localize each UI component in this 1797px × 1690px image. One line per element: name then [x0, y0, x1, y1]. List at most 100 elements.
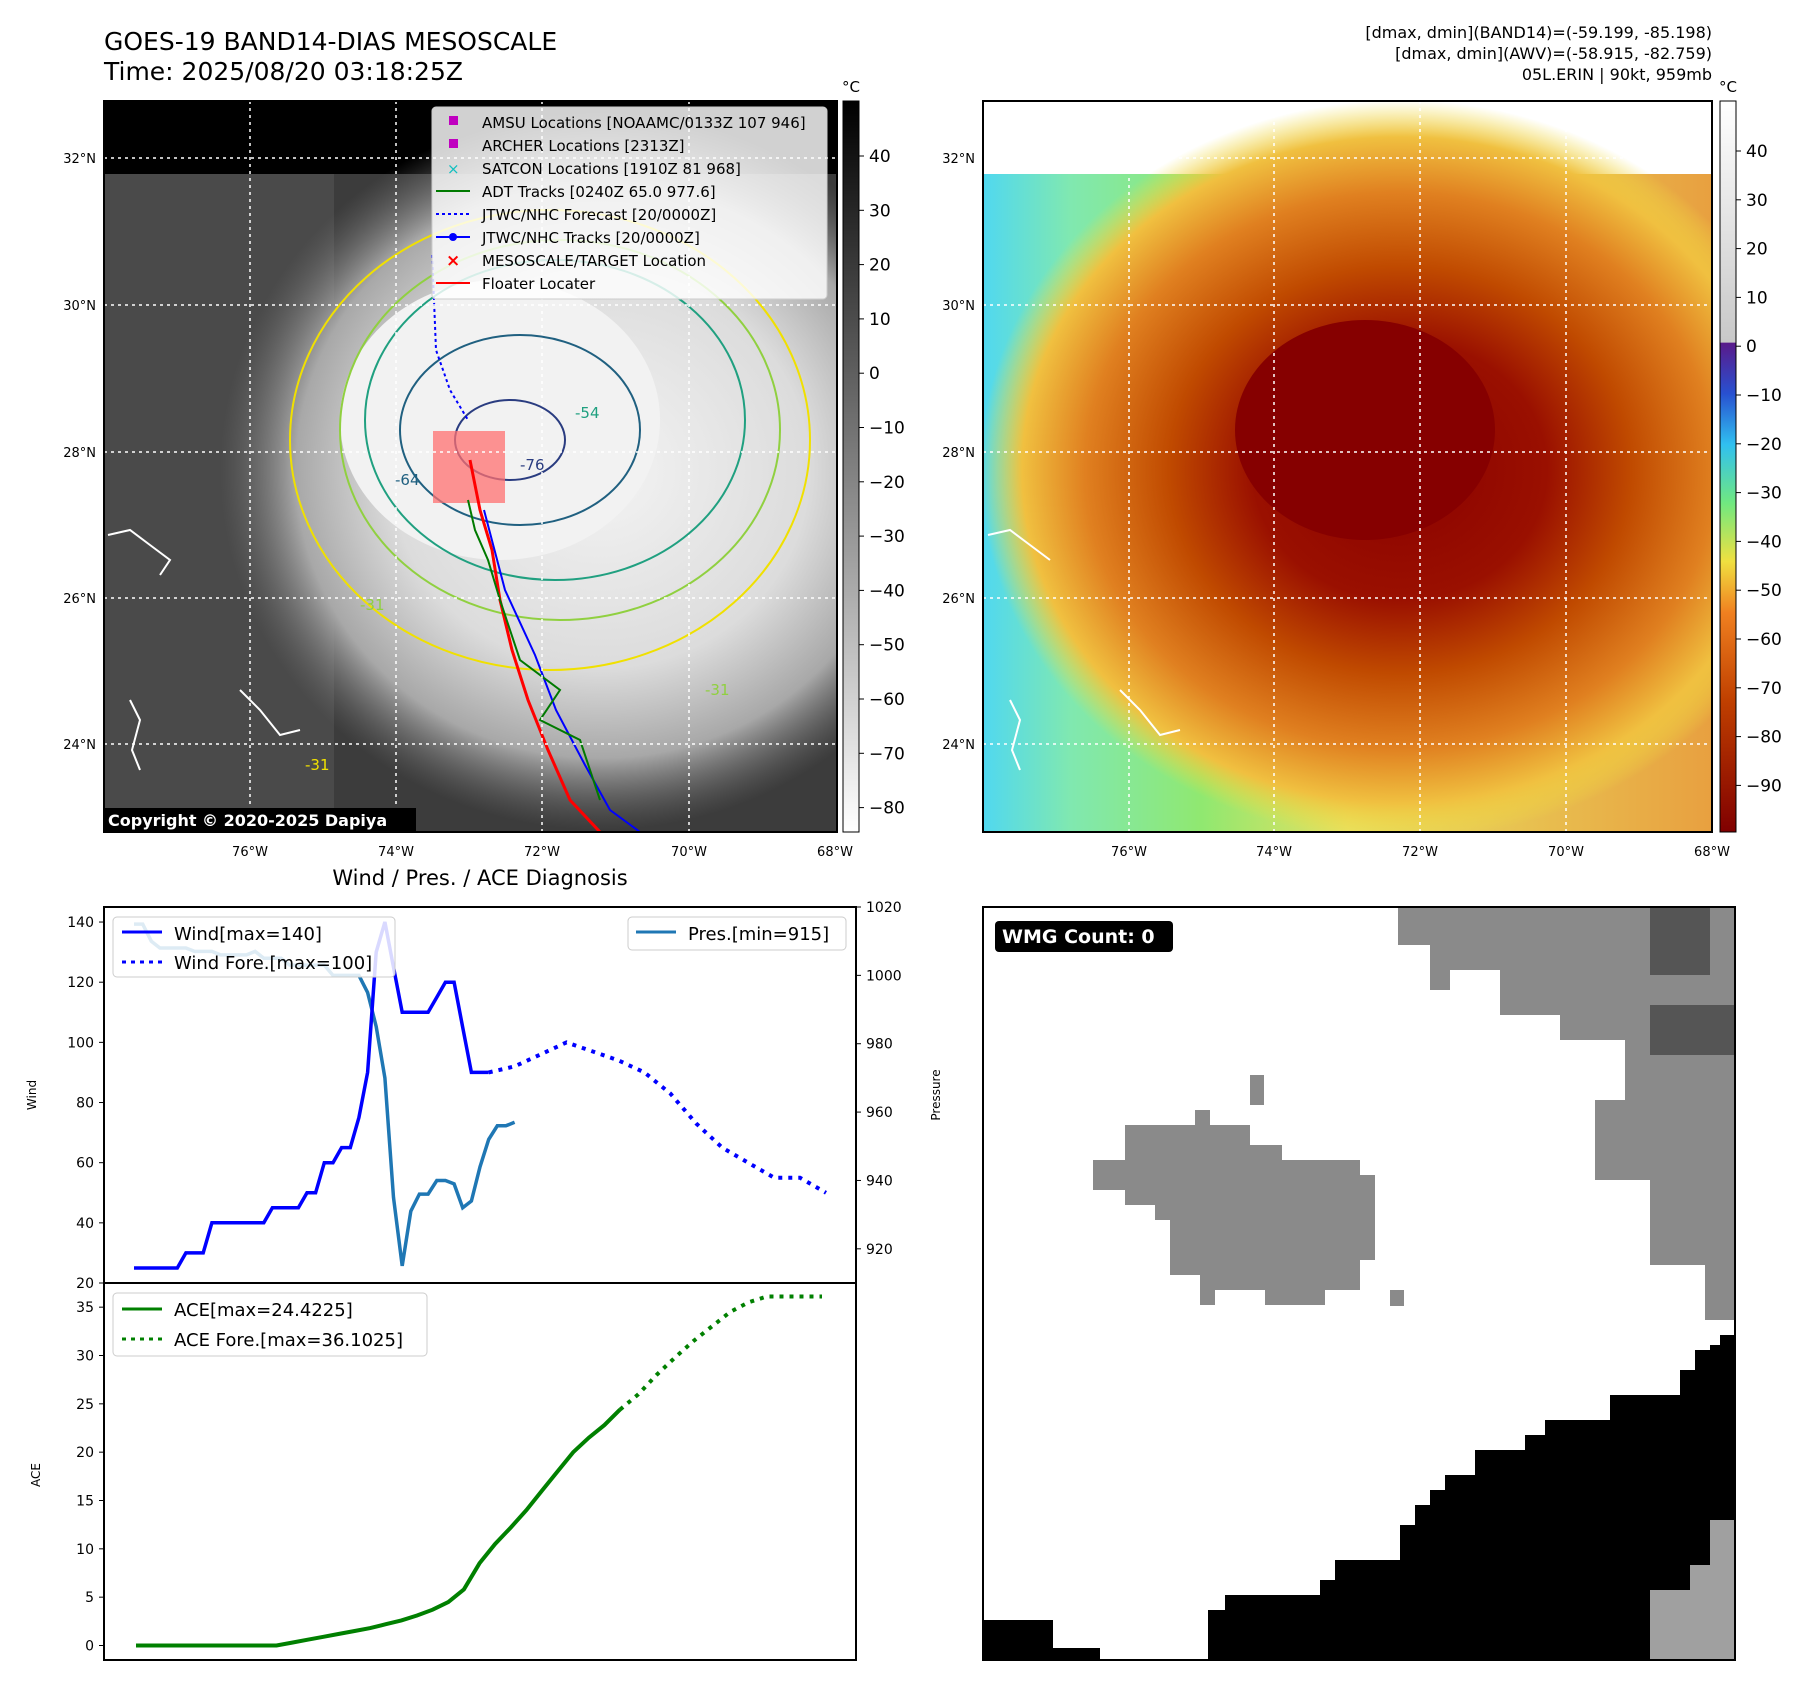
colorbar-tick-label: 20 — [869, 256, 891, 276]
y-tick-label: 25 — [76, 1397, 94, 1413]
legend-dot-jtwc — [449, 233, 457, 241]
y-tick-label: 30 — [76, 1349, 94, 1365]
wind-forecast-line — [488, 1040, 828, 1195]
y-tick-label: 60 — [76, 1156, 94, 1172]
y-tick-label: 120 — [67, 975, 94, 991]
colorbar-tick-label: −50 — [1746, 581, 1782, 601]
legend-marker-amsu — [449, 116, 458, 125]
wind-axis-label: Wind — [25, 1080, 39, 1110]
contour-ring — [399, 334, 641, 526]
colorbar-tick-label: −20 — [1746, 435, 1782, 455]
legend-wind: Wind[max=140] — [174, 924, 322, 945]
color-lon-ticks: 76°W 74°W 72°W 70°W 68°W — [1111, 845, 1730, 860]
color-colorbar-ticks: 40 30 20 10 0 −10 −20 −30 −40 −50 −60 −70 −80 −90 — [1736, 142, 1782, 796]
y2-tick-label: 980 — [866, 1037, 893, 1053]
colorbar-tick-label: 10 — [1746, 288, 1768, 308]
y-tick-label: 140 — [67, 915, 94, 931]
y-tick-label: 80 — [76, 1096, 94, 1112]
y-tick-label: 0 — [85, 1639, 94, 1655]
wmg-gray-speck — [1390, 1290, 1404, 1306]
wmg-black-corner — [983, 1620, 1100, 1660]
map-legend: AMSU Locations [NOAAMC/0133Z 107 946] AR… — [431, 106, 828, 300]
colorbar-unit: °C — [842, 78, 860, 96]
colorbar-tick-label: −90 — [1746, 776, 1782, 796]
legend-label: ADT Tracks [0240Z 65.0 977.6] — [482, 183, 716, 201]
lat-tick: 32°N — [63, 152, 96, 167]
wmg-black-region — [1208, 1335, 1735, 1660]
wmg-gray-blob — [1093, 1110, 1375, 1305]
legend-ace-fore: ACE Fore.[max=36.1025] — [174, 1330, 403, 1351]
y2-tick-label: 940 — [866, 1173, 893, 1189]
ace-panel: ACE 0 5 10 15 20 25 30 35 ACE[max=24.4225] ACE … — [29, 1282, 857, 1661]
wind-pressure-ticks: 20 40 60 80 100 120 140 920 940 960 980 1000 1020 — [67, 900, 901, 1292]
legend-marker-satcon: × — [447, 160, 460, 178]
colorbar-tick-label: −70 — [1746, 679, 1782, 699]
lon-tick: 72°W — [1402, 845, 1438, 860]
colorbar-tick-label: 40 — [869, 147, 891, 167]
jtwc-track — [483, 509, 641, 832]
colorbar-tick-label: −10 — [1746, 386, 1782, 406]
coastline — [107, 528, 301, 771]
color-colorbar — [1719, 100, 1737, 833]
gray-colorbar-ticks: 40 30 20 10 0 −10 −20 −30 −40 −50 −60 −70 −80 — [859, 147, 905, 819]
y2-tick-label: 1000 — [866, 968, 902, 984]
contour-label: -54 — [575, 404, 600, 422]
legend-pressure: Pres.[min=915] — [688, 924, 829, 945]
lat-tick: 28°N — [942, 446, 975, 461]
info-line-3: 05L.ERIN | 90kt, 959mb — [1522, 65, 1712, 84]
figure-title: GOES-19 BAND14-DIAS MESOSCALE — [104, 27, 557, 56]
colorbar-tick-label: −20 — [869, 473, 905, 493]
colorbar-tick-label: 0 — [1746, 337, 1757, 357]
colorbar-tick-label: 0 — [869, 364, 880, 384]
y-tick-label: 20 — [76, 1445, 94, 1461]
colorbar-tick-label: −60 — [1746, 630, 1782, 650]
copyright-text: Copyright © 2020-2025 Dapiya — [108, 811, 387, 830]
y-tick-label: 20 — [76, 1276, 94, 1292]
contour-label: -31 — [305, 756, 330, 774]
colorbar-unit: °C — [1719, 78, 1737, 96]
colorbar-tick-label: −30 — [869, 527, 905, 547]
y2-tick-label: 920 — [866, 1242, 893, 1258]
ace-line — [136, 1408, 622, 1648]
colorbar-tick-label: −60 — [869, 690, 905, 710]
colorbar-tick-label: −50 — [869, 636, 905, 656]
wmg-gray-speck — [1250, 1075, 1264, 1105]
colorbar-tick-label: −10 — [869, 419, 905, 439]
adt-track — [467, 499, 601, 801]
lon-tick: 76°W — [232, 845, 268, 860]
info-line-1: [dmax, dmin](BAND14)=(-59.199, -85.198) — [1365, 23, 1712, 42]
wind-pressure-panel: Wind Pressure 20 40 60 80 100 120 140 920 940 960… — [25, 900, 943, 1292]
info-line-2: [dmax, dmin](AWV)=(-58.915, -82.759) — [1395, 44, 1712, 63]
lon-tick: 68°W — [817, 845, 853, 860]
y2-tick-label: 1020 — [866, 900, 902, 916]
legend-label: Floater Locater — [482, 275, 596, 293]
diagnosis-title: Wind / Pres. / ACE Diagnosis — [332, 866, 627, 890]
gray-colorbar — [842, 100, 860, 833]
figure-time: Time: 2025/08/20 03:18:25Z — [103, 57, 463, 86]
colorbar-tick-label: −80 — [1746, 728, 1782, 748]
floater-track — [468, 459, 602, 832]
lon-tick: 70°W — [671, 845, 707, 860]
colorbar-tick-label: −70 — [869, 744, 905, 764]
lat-tick: 24°N — [63, 738, 96, 753]
colorbar-tick-label: 20 — [1746, 240, 1768, 260]
colorbar-tick-label: 30 — [1746, 191, 1768, 211]
ir-lat-ticks: 32°N 30°N 28°N 26°N 24°N — [63, 152, 96, 753]
lat-tick: 32°N — [942, 152, 975, 167]
ace-ticks: 0 5 10 15 20 25 30 35 — [76, 1300, 104, 1655]
legend-marker-archer — [449, 139, 458, 148]
ir-map-panel: -54 -76 -64 -31 -31 -31 AMSU Locations [… — [63, 78, 905, 860]
wmg-dark-region — [1650, 907, 1735, 1055]
ir-lon-ticks: 76°W 74°W 72°W 70°W 68°W — [232, 845, 853, 860]
wmg-panel: WMG Count: 0 — [982, 906, 1736, 1661]
legend-wind-fore: Wind Fore.[max=100] — [174, 953, 372, 974]
contour-label: -31 — [360, 596, 385, 614]
wmg-badge — [995, 921, 1173, 952]
y-tick-label: 10 — [76, 1542, 94, 1558]
y-tick-label: 35 — [76, 1300, 94, 1316]
colorbar-tick-label: −80 — [869, 799, 905, 819]
wind-line — [134, 921, 489, 1270]
color-map-panel: 76°W 74°W 72°W 70°W 68°W 32°N 30°N 28°N … — [942, 78, 1782, 860]
mesoscale-target-box — [433, 431, 505, 503]
lat-tick: 24°N — [942, 738, 975, 753]
